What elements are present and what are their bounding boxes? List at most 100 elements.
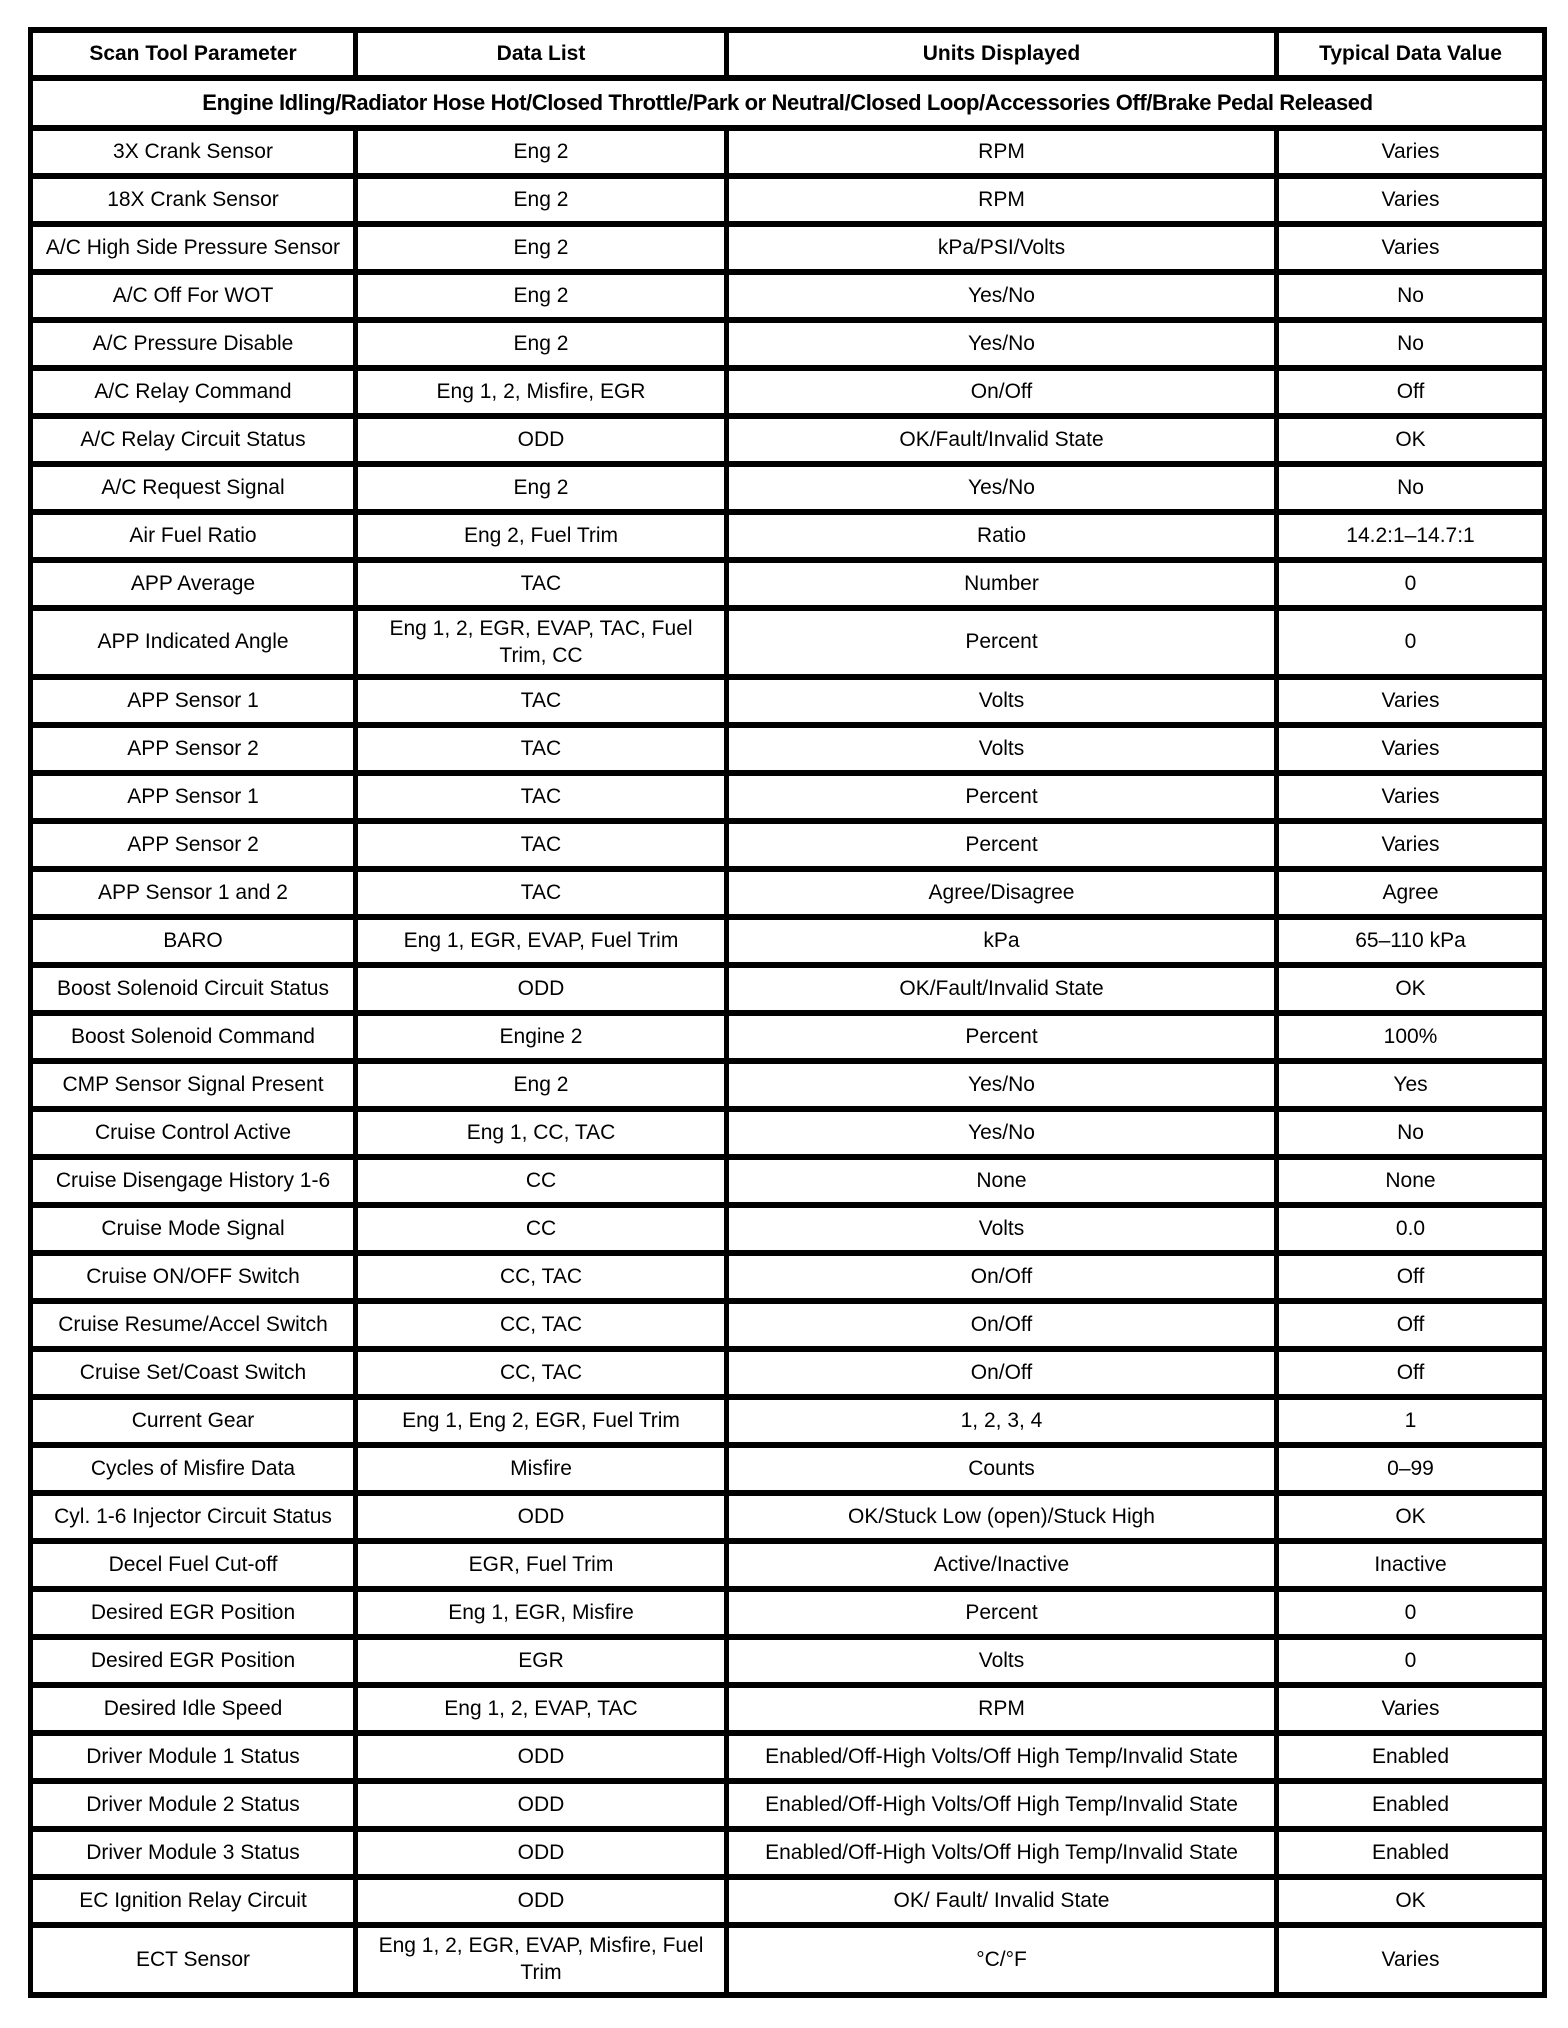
value-cell: Enabled [1274,1826,1547,1881]
data-list-cell: CC, TAC [353,1298,729,1353]
column-header-units-displayed: Units Displayed [724,27,1279,81]
data-list-cell: TAC [353,674,729,729]
param-cell: Driver Module 2 Status [28,1778,358,1833]
value-cell: Varies [1274,1922,1547,1998]
param-cell: Desired EGR Position [28,1586,358,1641]
table-row: Cruise Mode Signal CC Volts 0.0 [28,1202,1547,1257]
value-cell: OK [1274,1874,1547,1929]
table-row: CMP Sensor Signal Present Eng 2 Yes/No Yes [28,1058,1547,1113]
value-cell: Varies [1274,125,1547,179]
table-header-row: Scan Tool Parameter Data List Units Disp… [28,27,1547,81]
param-cell: Cruise ON/OFF Switch [28,1250,358,1305]
param-cell: Cruise Mode Signal [28,1202,358,1257]
param-cell: EC Ignition Relay Circuit [28,1874,358,1929]
units-cell: RPM [724,1682,1279,1737]
table-row: 18X Crank Sensor Eng 2 RPM Varies [28,173,1547,227]
table-row: Decel Fuel Cut-off EGR, Fuel Trim Active/I… [28,1538,1547,1593]
table-row: Desired EGR Position EGR Volts 0 [28,1634,1547,1689]
table-row: APP Sensor 2 TAC Percent Varies [28,818,1547,873]
value-cell: 0 [1274,604,1547,681]
table-row: A/C Relay Command Eng 1, 2, Misfire, EGR O… [28,365,1547,419]
units-cell: Ratio [724,509,1279,563]
value-cell: Varies [1274,674,1547,729]
data-list-cell: TAC [353,557,729,611]
param-cell: APP Sensor 2 [28,818,358,873]
data-list-cell: ODD [353,1826,729,1881]
data-list-cell: ODD [353,1874,729,1929]
table-row: APP Sensor 1 TAC Volts Varies [28,674,1547,729]
units-cell: On/Off [724,1250,1279,1305]
value-cell: No [1274,1106,1547,1161]
data-list-cell: ODD [353,1730,729,1785]
param-cell: 18X Crank Sensor [28,173,358,227]
param-cell: 3X Crank Sensor [28,125,358,179]
units-cell: OK/ Fault/ Invalid State [724,1874,1279,1929]
value-cell: 65–110 kPa [1274,914,1547,969]
column-header-data-list: Data List [353,27,729,81]
data-list-cell: Eng 2 [353,269,729,323]
param-cell: Decel Fuel Cut-off [28,1538,358,1593]
table-row: Desired EGR Position Eng 1, EGR, Misfire P… [28,1586,1547,1641]
data-list-cell: Eng 2 [353,317,729,371]
table-row: A/C Request Signal Eng 2 Yes/No No [28,461,1547,515]
data-list-cell: Eng 2 [353,125,729,179]
units-cell: Percent [724,1586,1279,1641]
data-list-cell: EGR [353,1634,729,1689]
value-cell: Agree [1274,866,1547,921]
table-row: A/C Off For WOT Eng 2 Yes/No No [28,269,1547,323]
table-row: APP Sensor 1 and 2 TAC Agree/Disagree Agree [28,866,1547,921]
value-cell: 0–99 [1274,1442,1547,1497]
table-row: A/C Relay Circuit Status ODD OK/Fault/Inva… [28,413,1547,467]
test-conditions-text: Engine Idling/Radiator Hose Hot/Closed T… [28,75,1547,131]
param-cell: Desired Idle Speed [28,1682,358,1737]
data-list-cell: Misfire [353,1442,729,1497]
param-cell: APP Sensor 1 and 2 [28,866,358,921]
value-cell: Off [1274,1346,1547,1401]
param-cell: A/C Off For WOT [28,269,358,323]
units-cell: Counts [724,1442,1279,1497]
param-cell: A/C Pressure Disable [28,317,358,371]
table-row: Current Gear Eng 1, Eng 2, EGR, Fuel Trim… [28,1394,1547,1449]
data-list-cell: Eng 1, 2, EVAP, TAC [353,1682,729,1737]
units-cell: Volts [724,1634,1279,1689]
column-header-scan-tool-parameter: Scan Tool Parameter [28,27,358,81]
data-list-cell: EGR, Fuel Trim [353,1538,729,1593]
value-cell: 0 [1274,1586,1547,1641]
units-cell: On/Off [724,1298,1279,1353]
param-cell: APP Sensor 2 [28,722,358,777]
param-cell: Driver Module 1 Status [28,1730,358,1785]
value-cell: No [1274,317,1547,371]
units-cell: Percent [724,818,1279,873]
units-cell: Enabled/Off-High Volts/Off High Temp/Inv… [724,1826,1279,1881]
units-cell: Yes/No [724,1106,1279,1161]
units-cell: RPM [724,125,1279,179]
value-cell: Off [1274,1250,1547,1305]
value-cell: Off [1274,1298,1547,1353]
table-row: Cruise Control Active Eng 1, CC, TAC Yes/N… [28,1106,1547,1161]
param-cell: Cycles of Misfire Data [28,1442,358,1497]
data-list-cell: ODD [353,413,729,467]
table-row: Driver Module 3 Status ODD Enabled/Off-Hig… [28,1826,1547,1881]
param-cell: Boost Solenoid Circuit Status [28,962,358,1017]
data-list-cell: Eng 2 [353,221,729,275]
data-list-cell: TAC [353,818,729,873]
table-row: Cruise Set/Coast Switch CC, TAC On/Off Off [28,1346,1547,1401]
table-row: APP Sensor 1 TAC Percent Varies [28,770,1547,825]
param-cell: APP Sensor 1 [28,674,358,729]
value-cell: 0 [1274,1634,1547,1689]
param-cell: CMP Sensor Signal Present [28,1058,358,1113]
table-row: APP Indicated Angle Eng 1, 2, EGR, EVAP, … [28,604,1547,681]
data-list-cell: Eng 1, CC, TAC [353,1106,729,1161]
table-row: Driver Module 1 Status ODD Enabled/Off-Hig… [28,1730,1547,1785]
param-cell: A/C Relay Circuit Status [28,413,358,467]
data-list-cell: TAC [353,722,729,777]
value-cell: None [1274,1154,1547,1209]
value-cell: Enabled [1274,1778,1547,1833]
scan-tool-parameter-table: Scan Tool Parameter Data List Units Disp… [28,27,1547,1998]
data-list-cell: Eng 1, Eng 2, EGR, Fuel Trim [353,1394,729,1449]
data-list-cell: ODD [353,1778,729,1833]
table-row: Cycles of Misfire Data Misfire Counts 0–99 [28,1442,1547,1497]
data-list-cell: Eng 1, 2, Misfire, EGR [353,365,729,419]
table-row: Driver Module 2 Status ODD Enabled/Off-Hig… [28,1778,1547,1833]
